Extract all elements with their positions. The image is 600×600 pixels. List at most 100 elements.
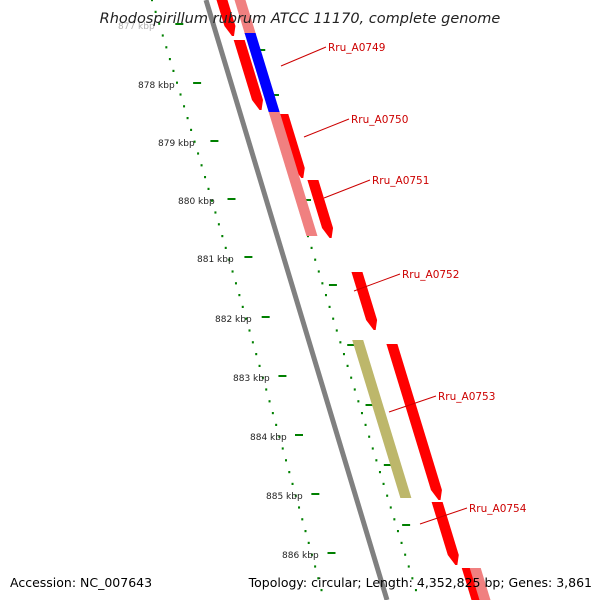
ruler-dot [200,164,203,167]
rru-a0754-feature [469,568,491,600]
ruler-dot [179,93,182,96]
outer-track-dot [404,553,407,556]
ruler-dot [197,152,200,155]
outer-track-dot [393,518,396,521]
ruler-dot [231,270,234,273]
gene-label-rru-a0751: Rru_A0751 [372,175,429,187]
ruler-dot [165,46,168,49]
ruler-dot [168,58,171,61]
map-title: Rhodospirillum rubrum ATCC 11170, comple… [100,11,501,27]
ruler-dot [241,305,244,308]
ruler-dot [154,10,157,13]
label-connector-6 [419,507,468,525]
rru-a0753-feature [352,340,412,498]
outer-track-dot [396,530,399,533]
ruler-dot [172,69,175,72]
gene-label-rru-a0752: Rru_A0752 [402,269,459,281]
outer-track-dot [357,400,360,403]
genome-summary: Topology: circular; Length: 4,352,825 bp… [248,575,592,590]
cds-5 [351,272,378,330]
ruler-dot [224,246,227,249]
tick-label-881: 881 kbp [197,255,234,265]
ruler-dot [234,282,237,285]
ruler-dot [317,577,320,580]
outer-track-dot [386,494,389,497]
outer-track-dot [411,577,414,580]
rru-a0750-feature [268,112,318,236]
ruler-dot [285,459,288,462]
ruler-dot [251,341,254,344]
ruler-dot [301,518,304,521]
outer-track-dot [389,506,392,509]
rru-a0748-feature-shape [234,0,257,35]
outer-track-dot [400,541,403,544]
ruler-dot [183,105,186,108]
tick-label-880: 880 kbp [178,197,215,207]
outer-track-dot [346,364,349,367]
genome-backbone [203,0,390,600]
outer-track-dot [371,447,374,450]
outer-track-dot [314,258,317,261]
gene-label-rru-a0753: Rru_A0753 [438,391,495,403]
outer-track-dot [364,423,367,426]
ruler-dot [271,412,274,415]
label-connector-4 [353,273,401,292]
ruler-dot [268,400,271,403]
label-connector-3 [323,179,371,199]
ruler-dot [278,435,281,438]
ruler-dot [291,482,294,485]
label-connector-5 [388,395,437,413]
outer-track-dot [332,317,335,320]
ruler-dot [214,211,217,214]
rru-a0748-feature [234,0,257,35]
ruler-dot-track [151,0,417,592]
outer-track-dot [328,305,331,308]
label-connector-1 [280,46,327,67]
cds-7-shape [431,502,459,565]
ruler-dot [151,0,153,2]
outer-track-dot [306,235,309,238]
cds-1 [216,0,236,36]
ruler-dot [248,329,251,332]
cds-1-shape [216,0,236,36]
outer-track-dot [378,471,381,474]
ruler-dot [307,541,310,544]
cds-6-shape [386,344,442,500]
outer-track-dot [339,341,342,344]
outer-track-dot [414,589,417,592]
ruler-dot [186,117,189,120]
ruler-dot [228,258,231,261]
rru-a0749-feature [244,33,280,112]
ruler-dot [210,199,213,202]
ruler-dot [255,353,258,356]
rru-a0750-feature-shape [268,112,318,236]
cds-4-shape [307,180,334,238]
ruler-dot [258,364,261,367]
ruler-dot [294,494,297,497]
ruler-dot [314,565,317,568]
label-connector-2 [303,118,350,138]
ruler-dot [298,506,301,509]
outer-track-dot [407,565,410,568]
ruler-dot [217,223,220,226]
outer-track-dot [342,353,345,356]
outer-track-dot [360,412,363,415]
gene-label-rru-a0750: Rru_A0750 [351,114,408,126]
outer-track-dot [310,246,313,249]
ruler-dot [281,447,284,450]
cds-2-shape [233,40,263,110]
ruler-dot [238,294,241,297]
ruler-dot [207,187,210,190]
cds-7 [431,502,459,565]
outer-track-dot [335,329,338,332]
tick-label-879: 879 kbp [158,139,195,149]
outer-track-dot [321,282,324,285]
tick-label-878: 878 kbp [138,81,175,91]
ruler-dot [193,140,196,143]
tick-label-886: 886 kbp [282,551,319,561]
rru-a0754-feature-shape [469,568,491,600]
cds-5-shape [351,272,378,330]
cds-4 [307,180,334,238]
outer-track-dot [317,270,320,273]
